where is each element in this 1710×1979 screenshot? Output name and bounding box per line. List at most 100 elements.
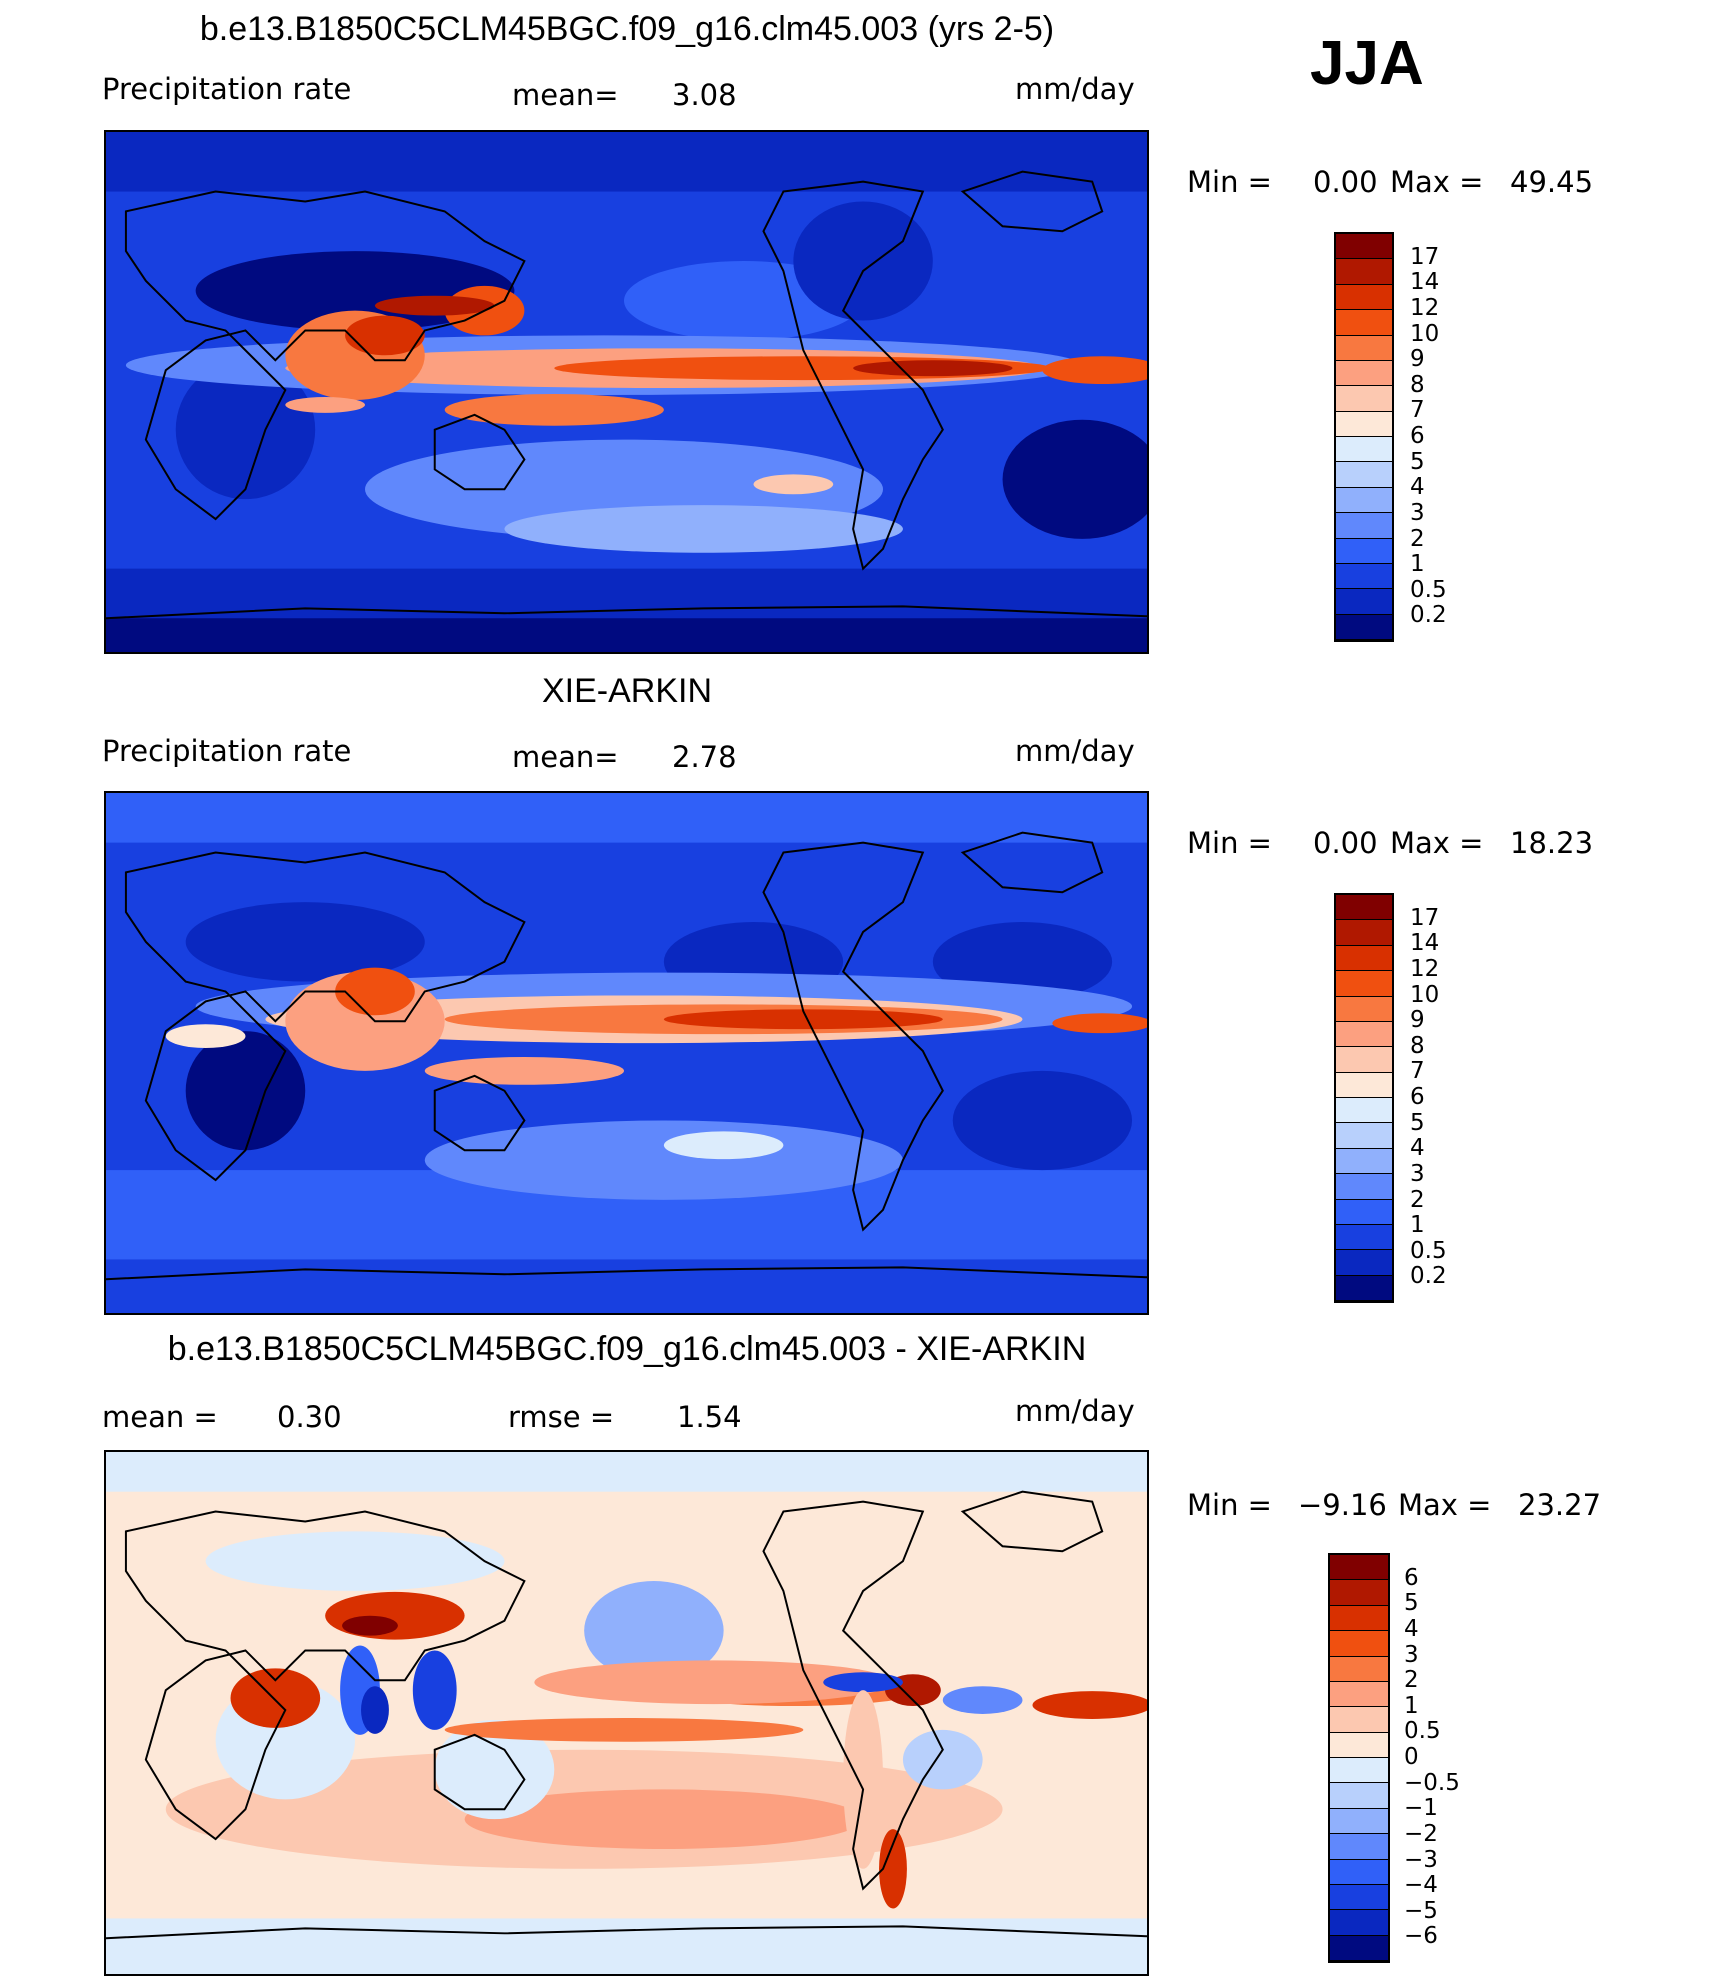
- colorbar-tick-label: 7: [1410, 1058, 1425, 1085]
- panel-3-mean-label: mean =: [102, 1400, 218, 1434]
- colorbar-tick-label: 10: [1410, 320, 1440, 347]
- panel-2-mean-value: 2.78: [672, 740, 737, 774]
- panel-2-variable-label: Precipitation rate: [102, 734, 352, 768]
- season-label: JJA: [1310, 29, 1424, 98]
- colorbar-tick-label: 0.5: [1410, 1237, 1447, 1264]
- colorbar-tick-label: 14: [1410, 269, 1440, 296]
- panel-3-max-label: Max =: [1398, 1488, 1492, 1522]
- colorbar-swatch: [1336, 411, 1392, 437]
- colorbar-tick-label: 2: [1410, 1186, 1425, 1213]
- colorbar-tick-label: 2: [1404, 1667, 1419, 1694]
- colorbar-swatch: [1330, 1656, 1388, 1682]
- colorbar-tick-label: −0.5: [1404, 1769, 1460, 1796]
- colorbar-tick-label: 9: [1410, 346, 1425, 373]
- colorbar-swatch: [1330, 1884, 1388, 1911]
- colorbar-swatch: [1336, 589, 1392, 615]
- colorbar-tick-label: 12: [1410, 294, 1440, 321]
- colorbar-tick-label: 9: [1410, 1007, 1425, 1034]
- colorbar-tick-label: 5: [1404, 1590, 1419, 1617]
- panel-2-max-label: Max =: [1390, 826, 1484, 860]
- colorbar-swatch: [1330, 1859, 1388, 1885]
- colorbar-tick-label: 1: [1410, 1212, 1425, 1239]
- colorbar-swatch: [1330, 1605, 1388, 1632]
- colorbar-swatch: [1336, 1072, 1392, 1098]
- panel-3-max-value: 23.27: [1518, 1488, 1602, 1522]
- panel-1-title: b.e13.B1850C5CLM45BGC.f09_g16.clm45.003 …: [199, 10, 1055, 48]
- panel-3-map: [104, 1450, 1149, 1976]
- colorbar-tick-label: −6: [1404, 1923, 1438, 1950]
- panel-2-map: [104, 791, 1149, 1315]
- colorbar-tick-label: 1: [1410, 551, 1425, 578]
- colorbar-tick-label: 3: [1410, 499, 1425, 526]
- colorbar-swatch: [1336, 1123, 1392, 1149]
- panel-2-mean-label: mean=: [512, 740, 619, 774]
- panel-1-map: [104, 130, 1149, 654]
- colorbar-tick-label: 17: [1410, 904, 1440, 931]
- colorbar-swatch: [1336, 310, 1392, 336]
- colorbar-tick-label: −1: [1404, 1795, 1438, 1822]
- colorbar-tick-label: 17: [1410, 243, 1440, 270]
- colorbar-swatch: [1336, 462, 1392, 488]
- colorbar-swatch: [1330, 1834, 1388, 1860]
- panel-2-colorbar: [1334, 893, 1394, 1303]
- colorbar-tick-label: 5: [1410, 448, 1425, 475]
- colorbar-swatch: [1330, 1681, 1388, 1708]
- panel-1-mean-value: 3.08: [672, 78, 737, 112]
- colorbar-tick-label: 6: [1404, 1564, 1419, 1591]
- colorbar-swatch: [1336, 895, 1392, 921]
- colorbar-tick-label: 6: [1410, 423, 1425, 449]
- colorbar-swatch: [1336, 1021, 1392, 1048]
- colorbar-tick-label: 0.2: [1410, 602, 1447, 629]
- colorbar-swatch: [1336, 538, 1392, 564]
- colorbar-swatch: [1336, 996, 1392, 1022]
- colorbar-swatch: [1330, 1758, 1388, 1784]
- panel-3-colorbar: [1328, 1553, 1390, 1963]
- colorbar-tick-label: 2: [1410, 525, 1425, 552]
- colorbar-tick-label: 14: [1410, 930, 1440, 957]
- panel-3-min-value: −9.16: [1298, 1488, 1387, 1522]
- panel-2-title: XIE-ARKIN: [541, 672, 713, 710]
- panel-3-rmse-label: rmse =: [508, 1400, 615, 1434]
- colorbar-swatch: [1336, 1148, 1392, 1175]
- colorbar-tick-label: 0.5: [1404, 1718, 1441, 1745]
- panel-1-min-value: 0.00: [1313, 165, 1378, 199]
- colorbar-swatch: [1336, 945, 1392, 972]
- panel-3-mean-value: 0.30: [277, 1400, 342, 1434]
- colorbar-tick-label: 10: [1410, 981, 1440, 1008]
- colorbar-swatch: [1336, 259, 1392, 285]
- colorbar-swatch: [1336, 1250, 1392, 1276]
- panel-2-max-value: 18.23: [1510, 826, 1594, 860]
- colorbar-tick-label: 12: [1410, 955, 1440, 982]
- colorbar-swatch: [1336, 1224, 1392, 1251]
- colorbar-swatch: [1330, 1631, 1388, 1657]
- panel-3-min-label: Min =: [1187, 1488, 1272, 1522]
- colorbar-swatch: [1336, 563, 1392, 590]
- colorbar-swatch: [1330, 1707, 1388, 1733]
- colorbar-swatch: [1336, 386, 1392, 412]
- colorbar-tick-label: −3: [1404, 1846, 1438, 1873]
- colorbar-swatch: [1336, 487, 1392, 514]
- colorbar-swatch: [1336, 1098, 1392, 1124]
- colorbar-tick-label: 1: [1404, 1692, 1419, 1719]
- colorbar-tick-label: 0.5: [1410, 576, 1447, 603]
- panel-3-rmse-value: 1.54: [677, 1400, 742, 1434]
- colorbar-swatch: [1336, 614, 1392, 640]
- colorbar-swatch: [1330, 1555, 1388, 1581]
- colorbar-swatch: [1336, 1047, 1392, 1073]
- colorbar-swatch: [1336, 1199, 1392, 1225]
- colorbar-swatch: [1330, 1910, 1388, 1936]
- colorbar-tick-label: 4: [1404, 1615, 1419, 1642]
- panel-2-min-label: Min =: [1187, 826, 1272, 860]
- colorbar-swatch: [1330, 1732, 1388, 1758]
- colorbar-tick-label: 0.2: [1410, 1263, 1447, 1290]
- panel-2-units: mm/day: [1015, 734, 1135, 768]
- colorbar-tick-label: 8: [1410, 371, 1425, 398]
- panel-1-max-value: 49.45: [1510, 165, 1594, 199]
- panel-3-units: mm/day: [1015, 1394, 1135, 1428]
- panel-1-min-label: Min =: [1187, 165, 1272, 199]
- colorbar-tick-label: 7: [1410, 397, 1425, 424]
- colorbar-swatch: [1336, 360, 1392, 387]
- colorbar-swatch: [1330, 1808, 1388, 1835]
- colorbar-tick-label: −2: [1404, 1820, 1438, 1847]
- colorbar-tick-label: 3: [1410, 1160, 1425, 1187]
